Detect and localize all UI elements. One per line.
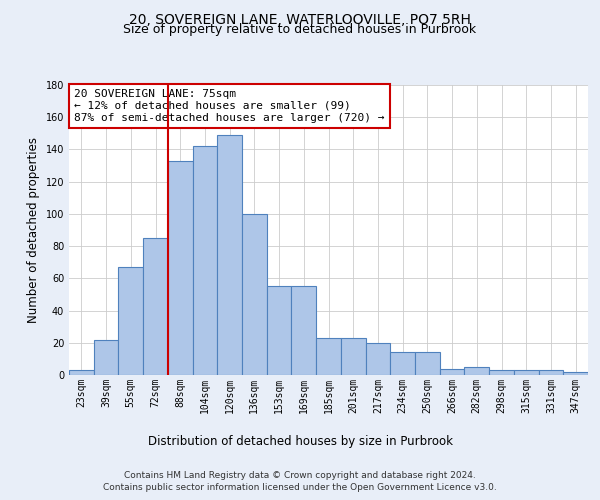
Bar (415, 352, 440, 375)
Bar (118, 267, 143, 375)
Bar (563, 372, 588, 375)
Text: Distribution of detached houses by size in Purbrook: Distribution of detached houses by size … (148, 435, 452, 448)
Text: Contains HM Land Registry data © Crown copyright and database right 2024.: Contains HM Land Registry data © Crown c… (124, 471, 476, 480)
Bar (316, 338, 341, 375)
Bar (464, 367, 489, 375)
Text: Contains public sector information licensed under the Open Government Licence v3: Contains public sector information licen… (103, 484, 497, 492)
Bar (69, 370, 94, 375)
Text: Size of property relative to detached houses in Purbrook: Size of property relative to detached ho… (124, 22, 476, 36)
Y-axis label: Number of detached properties: Number of detached properties (27, 137, 40, 323)
Bar (365, 343, 390, 375)
Bar (292, 286, 316, 375)
Bar (539, 370, 563, 375)
Bar (193, 146, 217, 375)
Bar (267, 286, 292, 375)
Text: 20 SOVEREIGN LANE: 75sqm
← 12% of detached houses are smaller (99)
87% of semi-d: 20 SOVEREIGN LANE: 75sqm ← 12% of detach… (74, 90, 385, 122)
Bar (341, 338, 365, 375)
Bar (390, 352, 415, 375)
Bar (168, 160, 193, 375)
Bar (514, 370, 539, 375)
Bar (217, 135, 242, 375)
Text: 20, SOVEREIGN LANE, WATERLOOVILLE, PO7 5RH: 20, SOVEREIGN LANE, WATERLOOVILLE, PO7 5… (129, 12, 471, 26)
Bar (489, 370, 514, 375)
Bar (440, 368, 464, 375)
Bar (143, 238, 168, 375)
Bar (242, 214, 267, 375)
Bar (94, 340, 118, 375)
